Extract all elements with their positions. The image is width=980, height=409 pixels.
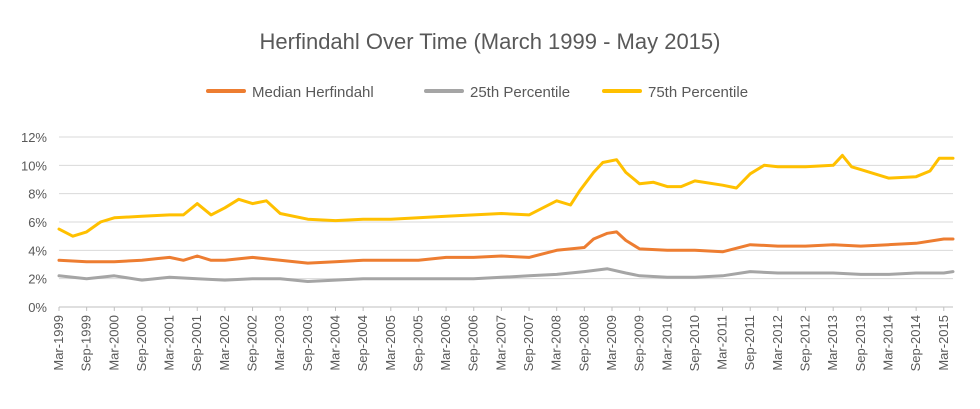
x-tick-label: Mar-2003 xyxy=(272,315,287,371)
x-tick-label: Sep-2001 xyxy=(189,315,204,371)
x-tick-label: Mar-2012 xyxy=(770,315,785,371)
series-line xyxy=(57,267,955,283)
chart-title: Herfindahl Over Time (March 1999 - May 2… xyxy=(260,29,721,54)
series-line xyxy=(57,153,955,238)
x-tick-label: Sep-2007 xyxy=(521,315,536,371)
x-tick-label: Mar-2010 xyxy=(659,315,674,371)
legend-label: Median Herfindahl xyxy=(252,84,374,101)
y-axis: 0% 2% 4% 6% 8% 10% 12% xyxy=(21,130,47,315)
y-tick-label: 2% xyxy=(28,272,47,287)
x-tick-label: Mar-2000 xyxy=(106,315,121,371)
legend: Median Herfindahl 25th Percentile 75th Per… xyxy=(206,84,748,101)
x-tick-label: Mar-2009 xyxy=(604,315,619,371)
x-tick-label: Mar-2008 xyxy=(549,315,564,371)
x-tick-label: Mar-2005 xyxy=(383,315,398,371)
x-tick-label: Mar-2004 xyxy=(327,315,342,371)
series-line xyxy=(57,230,955,265)
x-tick-label: Sep-2009 xyxy=(632,315,647,371)
x-tick-label: Mar-2007 xyxy=(493,315,508,371)
x-tick-label: Sep-2005 xyxy=(410,315,425,371)
y-tick-label: 6% xyxy=(28,215,47,230)
x-tick-label: Sep-2003 xyxy=(300,315,315,371)
x-tick-label: Sep-2013 xyxy=(853,315,868,371)
legend-label: 75th Percentile xyxy=(648,84,748,101)
series-lines xyxy=(57,153,955,283)
y-tick-label: 12% xyxy=(21,130,47,145)
x-tick-label: Sep-1999 xyxy=(79,315,94,371)
x-tick-label: Mar-2011 xyxy=(715,315,730,370)
x-tick-label: Sep-2002 xyxy=(245,315,260,371)
x-tick-label: Mar-2002 xyxy=(217,315,232,371)
x-tick-label: Sep-2010 xyxy=(687,315,702,371)
legend-label: 25th Percentile xyxy=(470,84,570,101)
x-tick-label: Mar-2013 xyxy=(825,315,840,371)
x-tick-label: Mar-2014 xyxy=(880,315,895,371)
x-tick-label: Mar-2001 xyxy=(162,315,177,371)
x-tick-label: Sep-2004 xyxy=(355,315,370,371)
x-tick-label: Mar-1999 xyxy=(51,315,66,371)
x-tick-label: Sep-2000 xyxy=(134,315,149,371)
x-axis: Mar-1999 Sep-1999 Mar-2000 Sep-2000 Mar-2001… xyxy=(51,307,951,371)
x-tick-label: Mar-2015 xyxy=(936,315,951,371)
x-tick-label: Sep-2014 xyxy=(908,315,923,371)
x-tick-label: Sep-2008 xyxy=(576,315,591,371)
y-tick-label: 8% xyxy=(28,187,47,202)
x-tick-label: Sep-2006 xyxy=(466,315,481,371)
y-tick-label: 0% xyxy=(28,300,47,315)
x-tick-label: Mar-2006 xyxy=(438,315,453,371)
y-tick-label: 10% xyxy=(21,158,47,173)
x-tick-label: Sep-2011 xyxy=(742,315,757,370)
x-tick-label: Sep-2012 xyxy=(798,315,813,371)
y-tick-label: 4% xyxy=(28,243,47,258)
